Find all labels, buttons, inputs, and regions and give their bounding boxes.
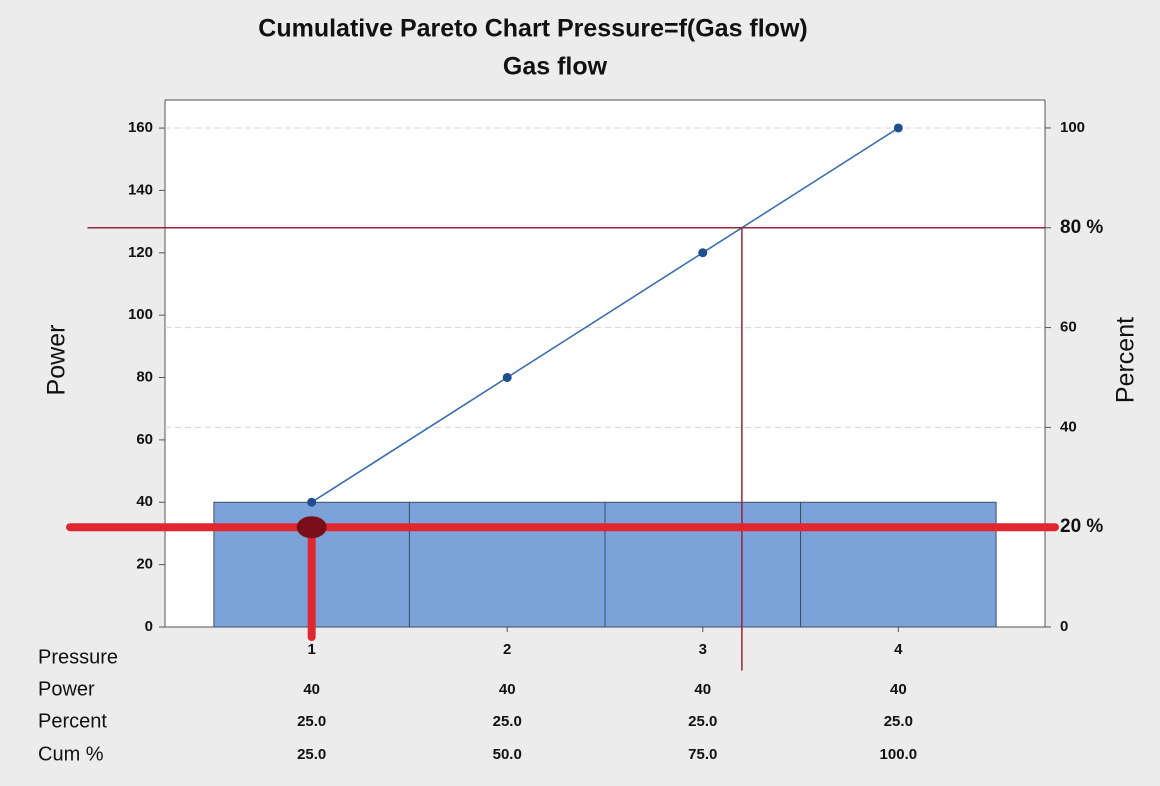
table-cell: 100.0 (880, 746, 918, 763)
y2-tick-label: 40 (1060, 418, 1077, 435)
y-axis-label: Power (43, 325, 71, 396)
reference-marker (296, 516, 327, 539)
y-tick-label: 140 (128, 181, 153, 198)
chart-title: Cumulative Pareto Chart Pressure=f(Gas f… (258, 15, 807, 43)
y-tick-label: 40 (136, 493, 153, 510)
table-cell: 25.0 (297, 746, 326, 763)
y2-tick-label: 20 % (1060, 516, 1103, 537)
x-tick-label: 3 (699, 641, 707, 658)
chart-subtitle: Gas flow (503, 53, 608, 81)
table-cell: 25.0 (688, 713, 717, 730)
table-cell: 40 (890, 681, 907, 698)
y-tick-label: 120 (128, 244, 153, 261)
y2-tick-label: 100 (1060, 119, 1085, 136)
y2-tick-label: 0 (1060, 618, 1068, 635)
y-tick-label: 160 (128, 119, 153, 136)
y-tick-label: 80 (136, 369, 153, 386)
table-cell: 40 (499, 681, 516, 698)
y-tick-label: 0 (145, 618, 153, 635)
cum-point (893, 123, 903, 133)
cum-line (311, 127, 899, 503)
y-tick-label: 100 (128, 306, 153, 323)
table-cell: 25.0 (297, 713, 326, 730)
y-tick-label: 60 (136, 431, 153, 448)
table-cell: 75.0 (688, 746, 717, 763)
cum-point (502, 372, 512, 382)
table-cell: 25.0 (884, 713, 913, 730)
y-tick-label: 20 (136, 556, 153, 573)
bar (604, 501, 802, 628)
x-axis-label: Pressure (38, 646, 118, 668)
table-cell: 50.0 (493, 746, 522, 763)
bar (800, 501, 997, 628)
table-cell: 25.0 (493, 713, 522, 730)
table-cell: 40 (694, 681, 711, 698)
cum-point (307, 497, 317, 507)
table-cell: 40 (303, 681, 320, 698)
cum-point (698, 248, 708, 258)
x-tick-label: 2 (503, 641, 511, 658)
x-tick-label: 1 (307, 641, 315, 658)
bar (408, 501, 606, 628)
y2-tick-label: 60 (1060, 319, 1077, 336)
y2-axis-label: Percent (1112, 317, 1140, 403)
table-row-label: Cum % (38, 743, 104, 765)
table-row-label: Power (38, 678, 95, 700)
y2-tick-label: 80 % (1060, 217, 1103, 238)
table-row-label: Percent (38, 710, 107, 732)
x-tick-label: 4 (894, 641, 903, 658)
